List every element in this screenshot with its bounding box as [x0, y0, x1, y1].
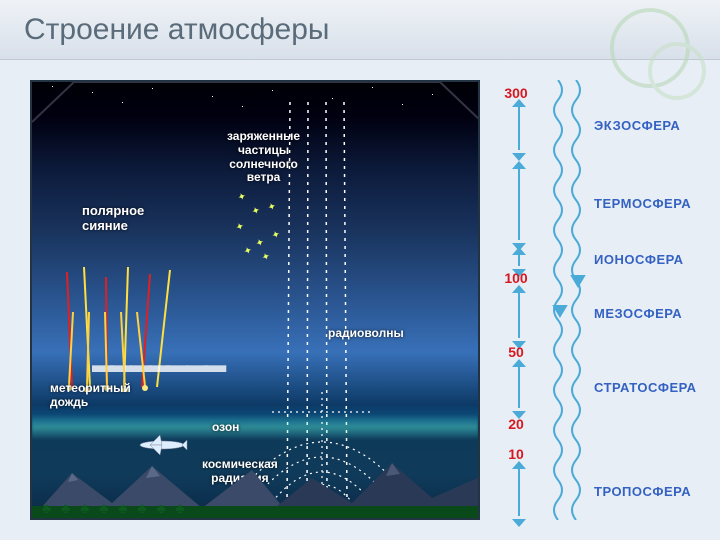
wave-column	[548, 80, 588, 520]
layer-label: ИОНОСФЕРА	[594, 252, 684, 267]
scale-tick: 100	[498, 270, 534, 286]
scale-tick: 300	[498, 85, 534, 101]
content-area: заряженныечастицысолнечноговетра ✦✦ ✦✦ ✦…	[0, 60, 720, 540]
layer-names: ЭКЗОСФЕРА ТЕРМОСФЕРА ИОНОСФЕРА МЕЗОСФЕРА СТР…	[594, 80, 714, 520]
scale-segment	[518, 286, 520, 338]
scale-arrow-down	[512, 148, 526, 156]
scale-tick: 10	[498, 446, 534, 462]
layer-label: СТРАТОСФЕРА	[594, 380, 697, 395]
title-bar: Строение атмосферы	[0, 0, 720, 60]
scale-arrow-down	[512, 406, 526, 414]
layer-label: ТЕРМОСФЕРА	[594, 196, 691, 211]
label-aurora: полярноесияние	[82, 204, 144, 234]
label-meteor: метеоритныйдождь	[50, 382, 131, 410]
atmosphere-diagram: заряженныечастицысолнечноговетра ✦✦ ✦✦ ✦…	[30, 80, 480, 520]
label-radiowaves: радиоволны	[328, 326, 404, 340]
ground-icons: ♣ ♣ ♣ ♣ ♣ ♣ ♣ ♣	[42, 500, 188, 516]
scale-arrow-up	[512, 156, 526, 164]
scale-tick: 20	[498, 416, 534, 432]
layer-label: ЭКЗОСФЕРА	[594, 118, 680, 133]
meteor-rays	[67, 312, 157, 392]
scale-segment	[518, 462, 520, 516]
scale-segment	[518, 100, 520, 150]
scale-arrow-down	[512, 336, 526, 344]
scale-segment	[518, 360, 520, 408]
page-title: Строение атмосферы	[24, 13, 330, 47]
scale-segment	[518, 162, 520, 240]
scale-arrow-up	[512, 242, 526, 250]
layer-label: ТРОПОСФЕРА	[594, 484, 691, 499]
layer-label: МЕЗОСФЕРА	[594, 306, 682, 321]
scale-tick: 50	[498, 344, 534, 360]
altitude-scale: 300 100 50 20 10	[498, 80, 540, 520]
scale-arrow-down	[512, 514, 526, 522]
